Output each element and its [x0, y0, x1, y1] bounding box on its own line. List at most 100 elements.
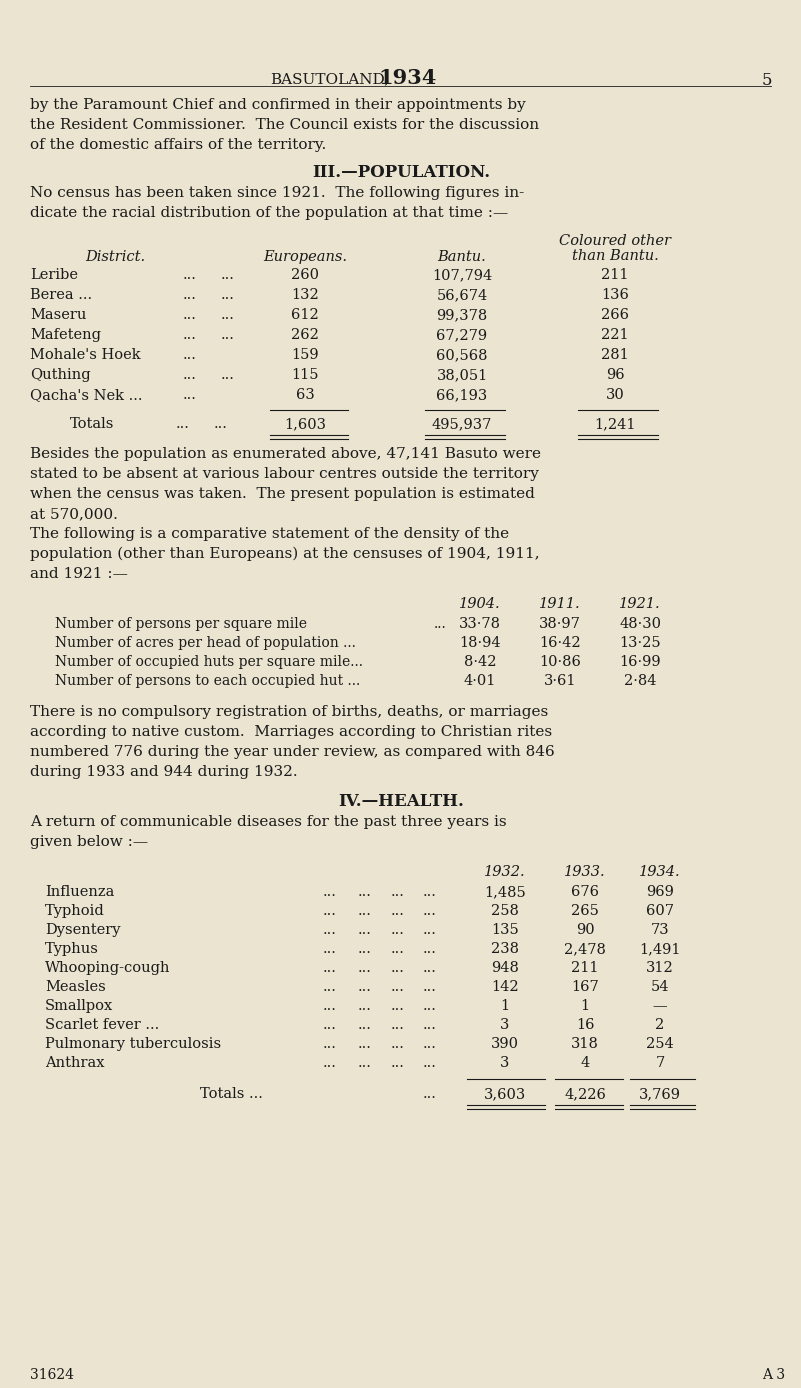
Text: 1934.: 1934. [639, 865, 681, 879]
Text: Qacha's Nek ...: Qacha's Nek ... [30, 389, 143, 403]
Text: —: — [653, 999, 667, 1013]
Text: 607: 607 [646, 904, 674, 917]
Text: 16·99: 16·99 [619, 655, 661, 669]
Text: ...: ... [433, 618, 446, 632]
Text: stated to be absent at various labour centres outside the territory: stated to be absent at various labour ce… [30, 466, 539, 482]
Text: Coloured other: Coloured other [559, 235, 671, 248]
Text: ...: ... [358, 923, 372, 937]
Text: ...: ... [358, 960, 372, 974]
Text: BASUTOLAND,: BASUTOLAND, [270, 72, 389, 86]
Text: ...: ... [391, 886, 405, 899]
Text: 495,937: 495,937 [432, 416, 492, 432]
Text: ...: ... [423, 886, 437, 899]
Text: 1: 1 [501, 999, 509, 1013]
Text: 31624: 31624 [30, 1369, 74, 1382]
Text: ...: ... [358, 1037, 372, 1051]
Text: Number of persons per square mile: Number of persons per square mile [55, 618, 307, 632]
Text: Smallpox: Smallpox [45, 999, 113, 1013]
Text: Anthrax: Anthrax [45, 1056, 104, 1070]
Text: ...: ... [423, 1056, 437, 1070]
Text: ...: ... [214, 416, 228, 432]
Text: 3,603: 3,603 [484, 1087, 526, 1101]
Text: ...: ... [183, 328, 197, 341]
Text: 96: 96 [606, 368, 624, 382]
Text: ...: ... [176, 416, 190, 432]
Text: 73: 73 [650, 923, 670, 937]
Text: ...: ... [323, 960, 337, 974]
Text: 136: 136 [601, 287, 629, 303]
Text: 3·61: 3·61 [544, 675, 576, 688]
Text: 676: 676 [571, 886, 599, 899]
Text: Scarlet fever ...: Scarlet fever ... [45, 1017, 159, 1033]
Text: ...: ... [423, 999, 437, 1013]
Text: 612: 612 [291, 308, 319, 322]
Text: given below :—: given below :— [30, 836, 148, 849]
Text: ...: ... [391, 1037, 405, 1051]
Text: Mohale's Hoek: Mohale's Hoek [30, 348, 141, 362]
Text: 63: 63 [296, 389, 314, 403]
Text: 258: 258 [491, 904, 519, 917]
Text: ...: ... [323, 999, 337, 1013]
Text: 1932.: 1932. [484, 865, 525, 879]
Text: III.—POPULATION.: III.—POPULATION. [312, 164, 490, 180]
Text: 56,674: 56,674 [437, 287, 488, 303]
Text: 115: 115 [292, 368, 319, 382]
Text: Quthing: Quthing [30, 368, 91, 382]
Text: 159: 159 [292, 348, 319, 362]
Text: at 570,000.: at 570,000. [30, 507, 118, 520]
Text: ...: ... [323, 1056, 337, 1070]
Text: ...: ... [423, 1037, 437, 1051]
Text: ...: ... [358, 1056, 372, 1070]
Text: 4: 4 [581, 1056, 590, 1070]
Text: ...: ... [358, 942, 372, 956]
Text: 2·84: 2·84 [624, 675, 656, 688]
Text: dicate the racial distribution of the population at that time :—: dicate the racial distribution of the po… [30, 205, 509, 221]
Text: numbered 776 during the year under review, as compared with 846: numbered 776 during the year under revie… [30, 745, 555, 759]
Text: ...: ... [183, 308, 197, 322]
Text: 13·25: 13·25 [619, 636, 661, 650]
Text: 90: 90 [576, 923, 594, 937]
Text: than Bantu.: than Bantu. [572, 248, 658, 262]
Text: 221: 221 [602, 328, 629, 341]
Text: ...: ... [323, 1017, 337, 1033]
Text: ...: ... [221, 287, 235, 303]
Text: ...: ... [323, 942, 337, 956]
Text: ...: ... [183, 348, 197, 362]
Text: 38,051: 38,051 [437, 368, 488, 382]
Text: 1,485: 1,485 [484, 886, 526, 899]
Text: Europeans.: Europeans. [263, 250, 347, 264]
Text: by the Paramount Chief and confirmed in their appointments by: by the Paramount Chief and confirmed in … [30, 99, 525, 112]
Text: Berea ...: Berea ... [30, 287, 92, 303]
Text: ...: ... [221, 308, 235, 322]
Text: 1,241: 1,241 [594, 416, 636, 432]
Text: 135: 135 [491, 923, 519, 937]
Text: Typhus: Typhus [45, 942, 99, 956]
Text: 260: 260 [291, 268, 319, 282]
Text: according to native custom.  Marriages according to Christian rites: according to native custom. Marriages ac… [30, 725, 552, 738]
Text: 16·42: 16·42 [539, 636, 581, 650]
Text: The following is a comparative statement of the density of the: The following is a comparative statement… [30, 527, 509, 541]
Text: 969: 969 [646, 886, 674, 899]
Text: 16: 16 [576, 1017, 594, 1033]
Text: Whooping-cough: Whooping-cough [45, 960, 171, 974]
Text: Pulmonary tuberculosis: Pulmonary tuberculosis [45, 1037, 221, 1051]
Text: ...: ... [423, 1017, 437, 1033]
Text: ...: ... [183, 287, 197, 303]
Text: 1911.: 1911. [539, 597, 581, 611]
Text: 390: 390 [491, 1037, 519, 1051]
Text: of the domestic affairs of the territory.: of the domestic affairs of the territory… [30, 137, 326, 153]
Text: 1934: 1934 [378, 68, 437, 87]
Text: ...: ... [221, 268, 235, 282]
Text: 238: 238 [491, 942, 519, 956]
Text: 262: 262 [291, 328, 319, 341]
Text: 107,794: 107,794 [432, 268, 492, 282]
Text: 5: 5 [762, 72, 772, 89]
Text: 312: 312 [646, 960, 674, 974]
Text: ...: ... [391, 980, 405, 994]
Text: Besides the population as enumerated above, 47,141 Basuto were: Besides the population as enumerated abo… [30, 447, 541, 461]
Text: ...: ... [358, 980, 372, 994]
Text: 8·42: 8·42 [464, 655, 497, 669]
Text: 7: 7 [655, 1056, 665, 1070]
Text: Number of occupied huts per square mile...: Number of occupied huts per square mile.… [55, 655, 363, 669]
Text: ...: ... [358, 999, 372, 1013]
